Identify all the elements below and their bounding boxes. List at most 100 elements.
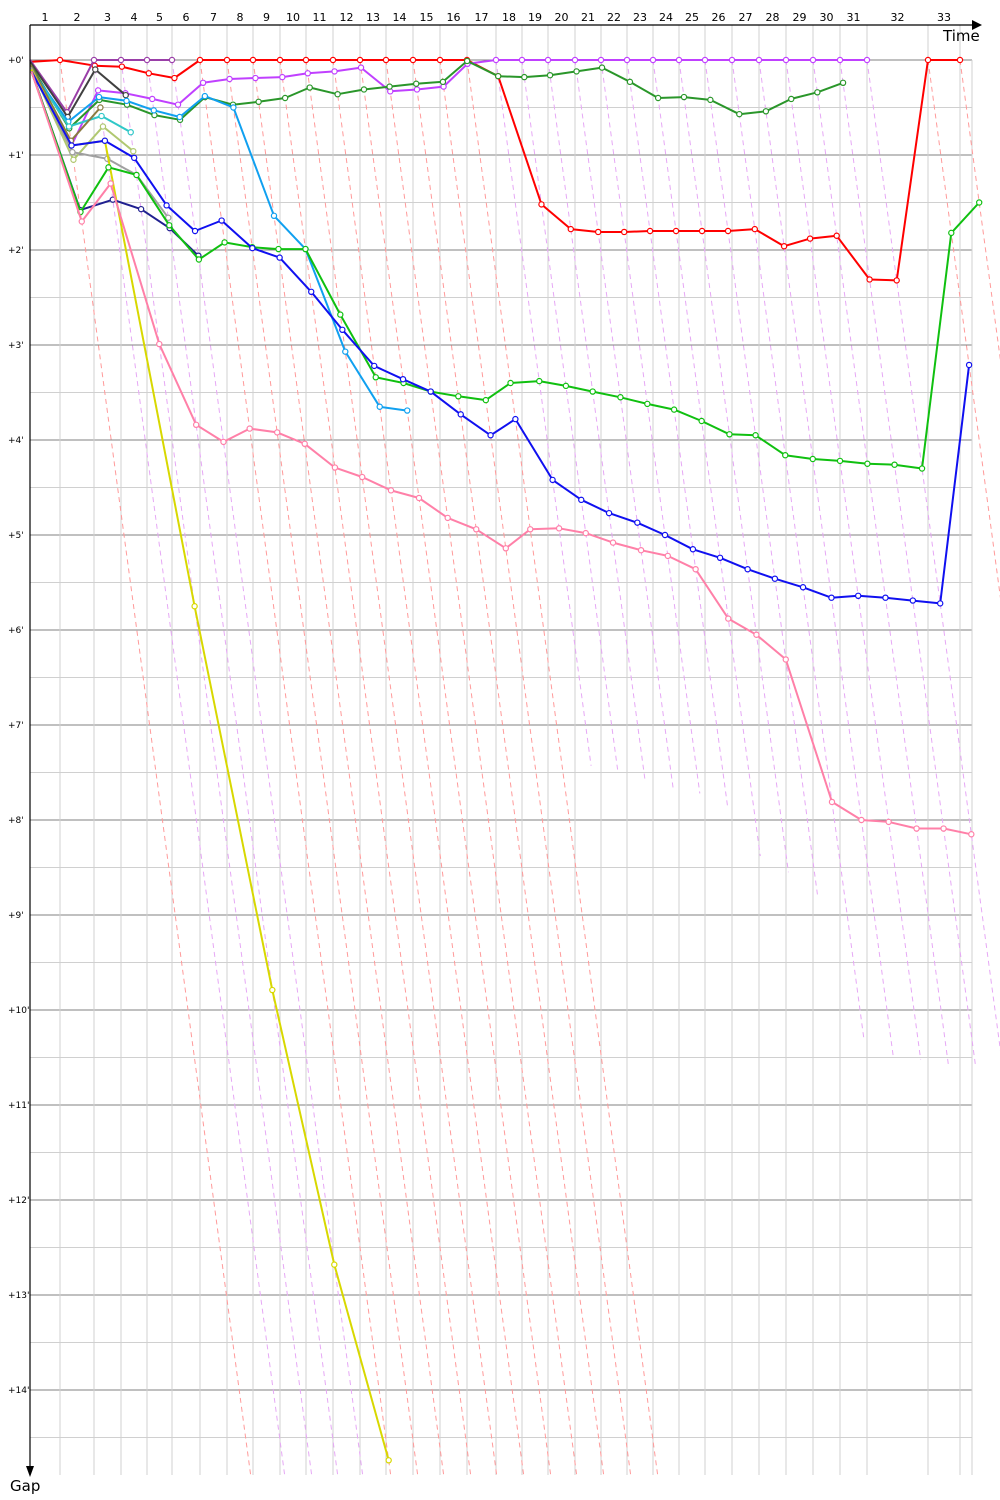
data-point xyxy=(94,87,102,94)
data-point xyxy=(891,461,898,468)
data-point xyxy=(661,531,669,539)
x-axis-label: Time xyxy=(942,27,980,45)
data-point xyxy=(252,74,259,82)
data-point xyxy=(302,56,310,64)
x-tick-label: 6 xyxy=(183,11,190,24)
data-point xyxy=(589,388,596,395)
data-point xyxy=(965,361,973,369)
data-point xyxy=(675,56,683,64)
series-8 xyxy=(29,64,104,144)
data-point xyxy=(56,56,64,64)
data-point xyxy=(444,514,451,522)
y-tick-label: +9' xyxy=(8,911,24,921)
y-tick-label: +6' xyxy=(8,626,24,636)
data-point xyxy=(273,429,281,436)
data-point xyxy=(562,382,570,390)
data-point xyxy=(156,340,163,348)
lap-16-dashed-line xyxy=(466,59,659,1476)
data-point xyxy=(337,311,344,318)
data-point xyxy=(302,245,309,253)
data-point xyxy=(92,66,99,73)
lap-14-dashed-line xyxy=(412,59,605,1476)
series-line xyxy=(30,68,132,134)
lap-18-dashed-line xyxy=(521,59,619,771)
data-point xyxy=(107,180,114,187)
y-tick-label: +7' xyxy=(8,721,24,731)
data-point xyxy=(195,256,203,263)
data-point xyxy=(70,156,77,163)
data-point xyxy=(415,494,423,502)
data-point xyxy=(968,831,975,838)
series-line xyxy=(29,60,844,130)
x-tick-label: 7 xyxy=(210,11,217,24)
x-tick-label: 20 xyxy=(555,11,569,24)
data-point xyxy=(270,212,278,219)
y-tick-label: +4' xyxy=(8,436,24,446)
data-point xyxy=(276,56,284,64)
x-tick-label: 25 xyxy=(685,11,699,24)
y-tick-label: +2' xyxy=(8,246,24,256)
data-point xyxy=(331,464,339,471)
lap-17-dashed-line xyxy=(495,59,592,766)
data-point xyxy=(698,417,705,425)
x-axis-arrow-icon xyxy=(972,20,982,30)
data-point xyxy=(275,245,282,253)
data-point xyxy=(387,487,395,494)
lap-8-dashed-line xyxy=(252,59,445,1476)
data-point xyxy=(143,56,151,64)
x-tick-label: 26 xyxy=(712,11,726,24)
data-point xyxy=(221,239,228,246)
data-point xyxy=(751,225,758,233)
series-line xyxy=(30,71,972,836)
axes: Time Gap xyxy=(10,20,982,1495)
y-tick-label: +0' xyxy=(8,56,24,66)
data-point xyxy=(854,592,862,600)
lap-32-dashed-line xyxy=(927,59,1000,599)
data-point xyxy=(220,438,227,446)
data-point xyxy=(617,394,624,401)
data-point xyxy=(536,377,543,385)
lap-10-dashed-line xyxy=(305,59,498,1476)
data-point xyxy=(331,1261,338,1268)
data-point xyxy=(196,56,204,64)
data-point xyxy=(118,63,126,70)
lap-9-dashed-line xyxy=(279,59,472,1476)
data-point xyxy=(171,74,178,82)
data-point xyxy=(191,603,198,610)
y-tick-label: +11' xyxy=(8,1101,29,1111)
data-point xyxy=(130,147,137,155)
data-point xyxy=(331,68,338,75)
lap-24-dashed-line xyxy=(678,59,789,873)
y-tick-label: +3' xyxy=(8,341,24,351)
series-line xyxy=(30,59,960,282)
data-point xyxy=(457,411,464,418)
y-tick-label: +1' xyxy=(8,151,24,161)
series-11 xyxy=(30,69,392,1464)
data-point xyxy=(487,432,494,439)
x-tick-label: 8 xyxy=(237,11,244,24)
data-point xyxy=(828,798,836,806)
data-point xyxy=(133,171,140,179)
data-point xyxy=(269,986,276,994)
x-tick-label: 30 xyxy=(820,11,834,24)
x-tick-label: 5 xyxy=(156,11,163,24)
data-point xyxy=(806,235,814,242)
data-point xyxy=(69,148,76,156)
data-point xyxy=(502,545,509,552)
data-point xyxy=(833,232,840,239)
data-point xyxy=(358,473,366,481)
data-point xyxy=(672,227,680,235)
data-point xyxy=(707,96,714,104)
data-point xyxy=(301,440,308,447)
x-tick-label: 21 xyxy=(581,11,595,24)
x-tick-label: 2 xyxy=(74,11,81,24)
series-14 xyxy=(30,70,973,607)
data-point xyxy=(605,509,613,517)
lap-29-dashed-line xyxy=(812,59,950,1067)
x-tick-label: 27 xyxy=(739,11,753,24)
data-point xyxy=(549,476,556,484)
data-point xyxy=(356,56,364,64)
data-point xyxy=(494,72,502,80)
data-point xyxy=(654,94,662,102)
data-point xyxy=(752,432,759,439)
